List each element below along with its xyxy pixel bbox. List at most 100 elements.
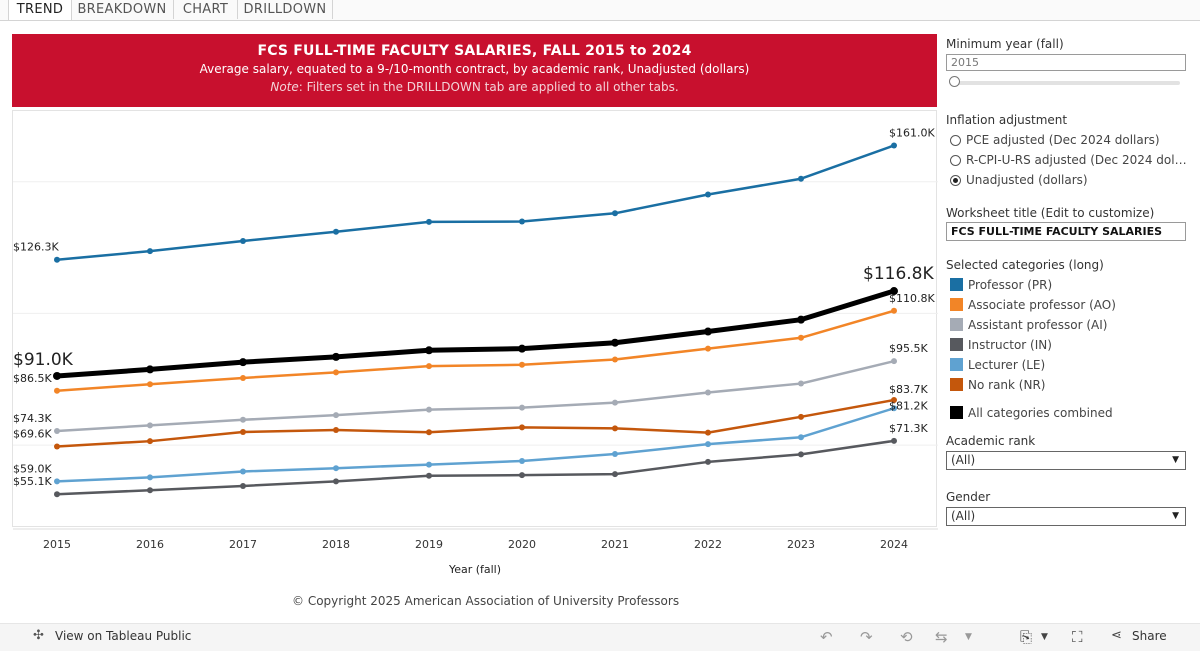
- legend-swatch: [950, 406, 963, 419]
- x-axis-title: Year (fall): [448, 563, 501, 576]
- radio-rcpi[interactable]: R-CPI-U-RS adjusted (Dec 2024 dollar...: [950, 153, 1188, 167]
- end-value-label: $83.7K: [889, 383, 928, 396]
- redo-icon[interactable]: ↷: [860, 628, 873, 646]
- data-point: [612, 356, 618, 363]
- inflation-label: Inflation adjustment: [946, 113, 1068, 127]
- x-tick-label: 2019: [415, 538, 443, 551]
- share-icon[interactable]: ⋖: [1111, 628, 1122, 643]
- view-on-tableau-link[interactable]: View on Tableau Public: [55, 629, 192, 643]
- x-tick-label: 2020: [508, 538, 536, 551]
- data-point: [240, 482, 246, 489]
- data-point: [705, 429, 711, 436]
- data-point: [891, 397, 897, 404]
- fullscreen-icon[interactable]: ⛶: [1072, 628, 1083, 646]
- data-point: [54, 491, 60, 498]
- radio-pce[interactable]: PCE adjusted (Dec 2024 dollars): [950, 133, 1188, 147]
- tab-chart[interactable]: CHART: [174, 0, 238, 19]
- data-point: [612, 210, 618, 217]
- undo-icon[interactable]: ↶: [820, 628, 833, 646]
- data-point: [519, 218, 525, 225]
- data-point: [425, 346, 433, 355]
- data-point: [705, 389, 711, 396]
- categories-label: Selected categories (long): [946, 258, 1104, 272]
- data-point: [798, 334, 804, 341]
- end-value-label: $116.8K: [863, 264, 934, 284]
- legend-label: Professor (PR): [968, 278, 1053, 292]
- gender-select[interactable]: (All) ▼: [946, 507, 1186, 526]
- data-point: [705, 191, 711, 198]
- data-point: [147, 438, 153, 445]
- legend-item[interactable]: No rank (NR): [950, 378, 1045, 392]
- x-tick-label: 2021: [601, 538, 629, 551]
- academic-rank-select[interactable]: (All) ▼: [946, 451, 1186, 470]
- chart-title: FCS FULL-TIME FACULTY SALARIES, FALL 201…: [257, 43, 692, 59]
- chart-title-banner: FCS FULL-TIME FACULTY SALARIES, FALL 201…: [12, 34, 937, 107]
- chevron-down-icon: ▼: [1172, 455, 1179, 465]
- legend-item[interactable]: Associate professor (AO): [950, 298, 1116, 312]
- end-value-label: $110.8K: [889, 292, 935, 305]
- data-point: [426, 406, 432, 413]
- tab-trend[interactable]: TREND: [8, 0, 72, 20]
- data-point: [705, 441, 711, 448]
- gender-label: Gender: [946, 490, 991, 504]
- min-year-input[interactable]: 2015: [946, 54, 1186, 71]
- start-value-label: $59.0K: [13, 462, 52, 475]
- share-button[interactable]: Share: [1132, 629, 1167, 643]
- data-point: [519, 404, 525, 411]
- legend-item[interactable]: Professor (PR): [950, 278, 1052, 292]
- radio-unadjusted[interactable]: Unadjusted (dollars): [950, 173, 1188, 187]
- data-point: [519, 472, 525, 479]
- start-value-label: $55.1K: [13, 475, 52, 488]
- tab-bar: TREND BREAKDOWN CHART DRILLDOWN: [0, 0, 1200, 21]
- data-point: [891, 307, 897, 314]
- start-value-label: $91.0K: [13, 350, 74, 370]
- legend-item[interactable]: Lecturer (LE): [950, 358, 1045, 372]
- data-point: [53, 371, 61, 380]
- line-chart: $126.3K $161.0K $91.0K $116.8K $86.5K $110.8K…: [12, 110, 938, 576]
- radio-rcpi-label: R-CPI-U-RS adjusted (Dec 2024 dollar...: [966, 153, 1188, 167]
- data-point: [240, 428, 246, 435]
- refresh-dropdown-icon[interactable]: ▼: [965, 632, 972, 642]
- series-line: [56, 407, 895, 483]
- legend-item[interactable]: Assistant professor (AI): [950, 318, 1107, 332]
- data-point: [147, 474, 153, 481]
- legend-item[interactable]: Instructor (IN): [950, 338, 1052, 352]
- x-tick-label: 2017: [229, 538, 257, 551]
- end-value-label: $95.5K: [889, 342, 928, 355]
- refresh-icon[interactable]: ⇆: [935, 628, 948, 646]
- min-year-slider-handle[interactable]: [949, 76, 960, 87]
- radio-circle-icon: [950, 135, 961, 146]
- data-point: [147, 248, 153, 255]
- download-icon[interactable]: ⎘: [1020, 628, 1033, 646]
- data-point: [146, 365, 154, 374]
- x-tick-label: 2024: [880, 538, 908, 551]
- data-point: [612, 399, 618, 406]
- data-point: [54, 387, 60, 394]
- data-point: [798, 175, 804, 182]
- data-point: [891, 405, 897, 412]
- revert-icon[interactable]: ⟲: [900, 628, 913, 646]
- download-dropdown-icon[interactable]: ▼: [1041, 632, 1048, 642]
- data-point: [54, 443, 60, 450]
- data-point: [519, 424, 525, 431]
- series-line: [56, 398, 895, 448]
- radio-pce-label: PCE adjusted (Dec 2024 dollars): [966, 133, 1160, 147]
- data-point: [518, 344, 526, 353]
- tab-drilldown[interactable]: DRILLDOWN: [238, 0, 333, 19]
- legend-swatch: [950, 338, 963, 351]
- legend-item-all-combined[interactable]: All categories combined: [950, 406, 1113, 420]
- legend-label: Lecturer (LE): [968, 358, 1046, 372]
- legend-label: All categories combined: [968, 406, 1113, 420]
- data-point: [147, 487, 153, 494]
- data-point: [333, 369, 339, 376]
- start-value-label: $69.6K: [13, 427, 52, 440]
- data-point: [240, 416, 246, 423]
- data-point: [333, 426, 339, 433]
- tab-breakdown[interactable]: BREAKDOWN: [71, 0, 174, 19]
- worksheet-title-input[interactable]: FCS FULL-TIME FACULTY SALARIES: [946, 222, 1186, 241]
- data-point: [240, 468, 246, 475]
- data-point: [797, 315, 805, 324]
- min-year-slider-track[interactable]: [952, 81, 1180, 85]
- start-value-label: $74.3K: [13, 412, 52, 425]
- radio-unadjusted-label: Unadjusted (dollars): [966, 173, 1088, 187]
